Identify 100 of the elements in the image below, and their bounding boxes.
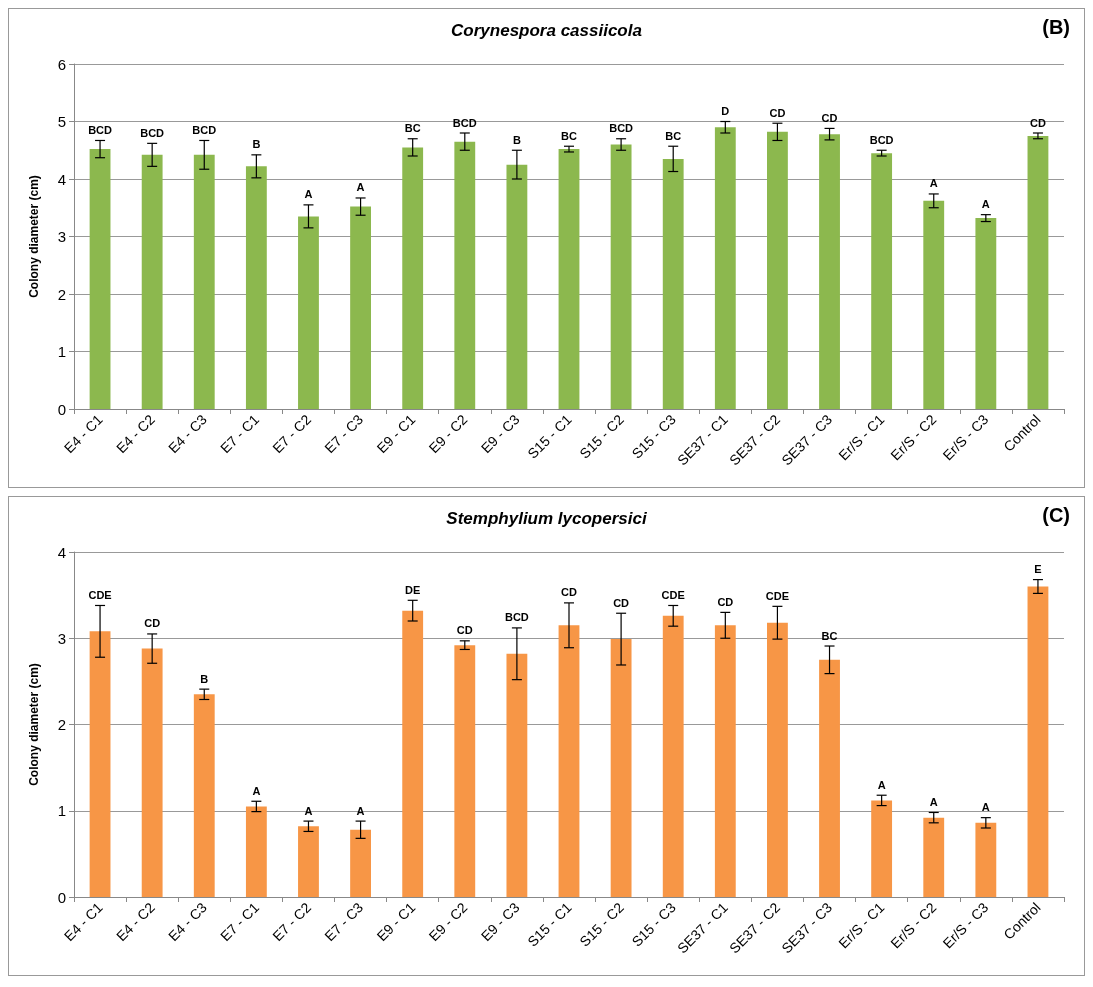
x-tick-label: E7 - C2 bbox=[269, 899, 315, 945]
bar bbox=[1027, 586, 1049, 897]
data-label: B bbox=[200, 672, 209, 685]
bar bbox=[245, 166, 267, 409]
bar bbox=[193, 694, 215, 897]
x-tick-label: E4 - C3 bbox=[165, 899, 211, 945]
data-label: B bbox=[252, 138, 261, 151]
x-tick-label: E7 - C1 bbox=[217, 899, 263, 945]
data-label: B bbox=[512, 133, 521, 146]
y-tick-label: 3 bbox=[57, 629, 66, 647]
data-label: BC bbox=[665, 129, 682, 142]
y-tick-label: 2 bbox=[57, 285, 66, 303]
bar bbox=[454, 645, 476, 897]
data-label: BCD bbox=[140, 126, 165, 139]
y-tick-label: 4 bbox=[57, 543, 66, 561]
bar bbox=[819, 659, 840, 897]
x-tick-label: S15 - C2 bbox=[576, 899, 627, 950]
data-label: BC bbox=[561, 129, 577, 142]
data-label: BCD bbox=[192, 123, 217, 136]
bar bbox=[767, 622, 788, 897]
x-tick-label: E4 - C2 bbox=[112, 411, 158, 457]
x-tick-label: E9 - C2 bbox=[425, 411, 471, 457]
bar bbox=[506, 653, 528, 897]
data-label: CD bbox=[821, 111, 838, 124]
y-tick-label: 1 bbox=[57, 802, 66, 820]
data-label: CDE bbox=[765, 589, 790, 602]
bar bbox=[350, 206, 371, 409]
y-tick-label: 0 bbox=[57, 888, 66, 906]
data-label: A bbox=[981, 198, 990, 211]
y-tick-label: 6 bbox=[57, 55, 66, 73]
data-label: A bbox=[304, 804, 313, 817]
bar bbox=[767, 131, 788, 409]
bar bbox=[662, 615, 684, 897]
bar bbox=[819, 134, 840, 409]
data-label: CD bbox=[561, 586, 577, 599]
x-tick-label: E9 - C1 bbox=[373, 411, 419, 457]
x-tick-label: E9 - C3 bbox=[477, 411, 523, 457]
bar bbox=[871, 800, 893, 897]
bar bbox=[402, 147, 424, 409]
bar bbox=[1027, 135, 1049, 409]
data-label: CD bbox=[456, 624, 473, 637]
data-label: BCD bbox=[869, 133, 894, 146]
bar bbox=[975, 822, 997, 897]
bar bbox=[871, 153, 893, 409]
bar bbox=[610, 144, 632, 409]
x-tick-label: E9 - C3 bbox=[477, 899, 523, 945]
chart-title: Corynespora cassiicola bbox=[451, 21, 642, 40]
data-label: CDE bbox=[661, 588, 685, 601]
x-tick-label: S15 - C1 bbox=[524, 411, 575, 462]
x-tick-label: E4 - C2 bbox=[112, 899, 158, 945]
data-label: CD bbox=[769, 106, 786, 119]
data-label: BC bbox=[404, 122, 421, 135]
x-tick-label: E4 - C3 bbox=[165, 411, 211, 457]
bar bbox=[610, 639, 632, 897]
y-axis-title: Colony diameter (cm) bbox=[27, 663, 41, 786]
data-label: D bbox=[721, 105, 730, 117]
bar bbox=[558, 149, 580, 409]
bar bbox=[506, 164, 528, 409]
bar bbox=[193, 154, 215, 409]
bar bbox=[714, 625, 736, 897]
bar bbox=[298, 826, 319, 897]
y-tick-label: 2 bbox=[57, 716, 66, 733]
x-tick-label: E7 - C1 bbox=[217, 411, 263, 457]
data-label: A bbox=[929, 177, 938, 190]
text: (C) bbox=[1042, 504, 1070, 526]
data-label: CD bbox=[613, 596, 630, 609]
bar bbox=[141, 648, 163, 897]
data-label: CD bbox=[1030, 116, 1046, 129]
bar bbox=[923, 817, 945, 897]
y-tick-label: 1 bbox=[57, 343, 66, 360]
bar bbox=[141, 154, 163, 409]
data-label: BCD bbox=[88, 123, 113, 136]
text: (B) bbox=[1042, 16, 1070, 38]
data-label: A bbox=[929, 795, 938, 808]
data-label: A bbox=[356, 181, 365, 194]
data-label: DE bbox=[405, 583, 421, 596]
bar bbox=[89, 149, 111, 409]
bar bbox=[298, 216, 319, 409]
x-tick-label: S15 - C1 bbox=[524, 899, 575, 950]
data-label: BCD bbox=[609, 122, 634, 135]
bar bbox=[662, 158, 684, 409]
chart-title: Stemphylium lycopersici bbox=[446, 509, 648, 528]
data-label: CDE bbox=[88, 588, 112, 601]
data-label: A bbox=[877, 778, 886, 791]
bar bbox=[558, 625, 580, 897]
data-label: BCD bbox=[452, 116, 477, 129]
bar bbox=[245, 806, 267, 897]
x-tick-label: E9 - C2 bbox=[425, 899, 471, 945]
bar bbox=[923, 200, 945, 409]
data-label: CD bbox=[144, 617, 161, 630]
data-label: E bbox=[1034, 563, 1042, 576]
y-axis-title: Colony diameter (cm) bbox=[27, 175, 41, 298]
y-tick-label: 0 bbox=[57, 400, 66, 418]
bar bbox=[350, 829, 371, 897]
bar bbox=[454, 141, 476, 409]
data-label: A bbox=[304, 188, 313, 201]
data-label: A bbox=[356, 804, 365, 817]
data-label: CD bbox=[717, 595, 734, 608]
y-tick-label: 4 bbox=[57, 170, 66, 188]
data-label: BC bbox=[821, 629, 838, 642]
